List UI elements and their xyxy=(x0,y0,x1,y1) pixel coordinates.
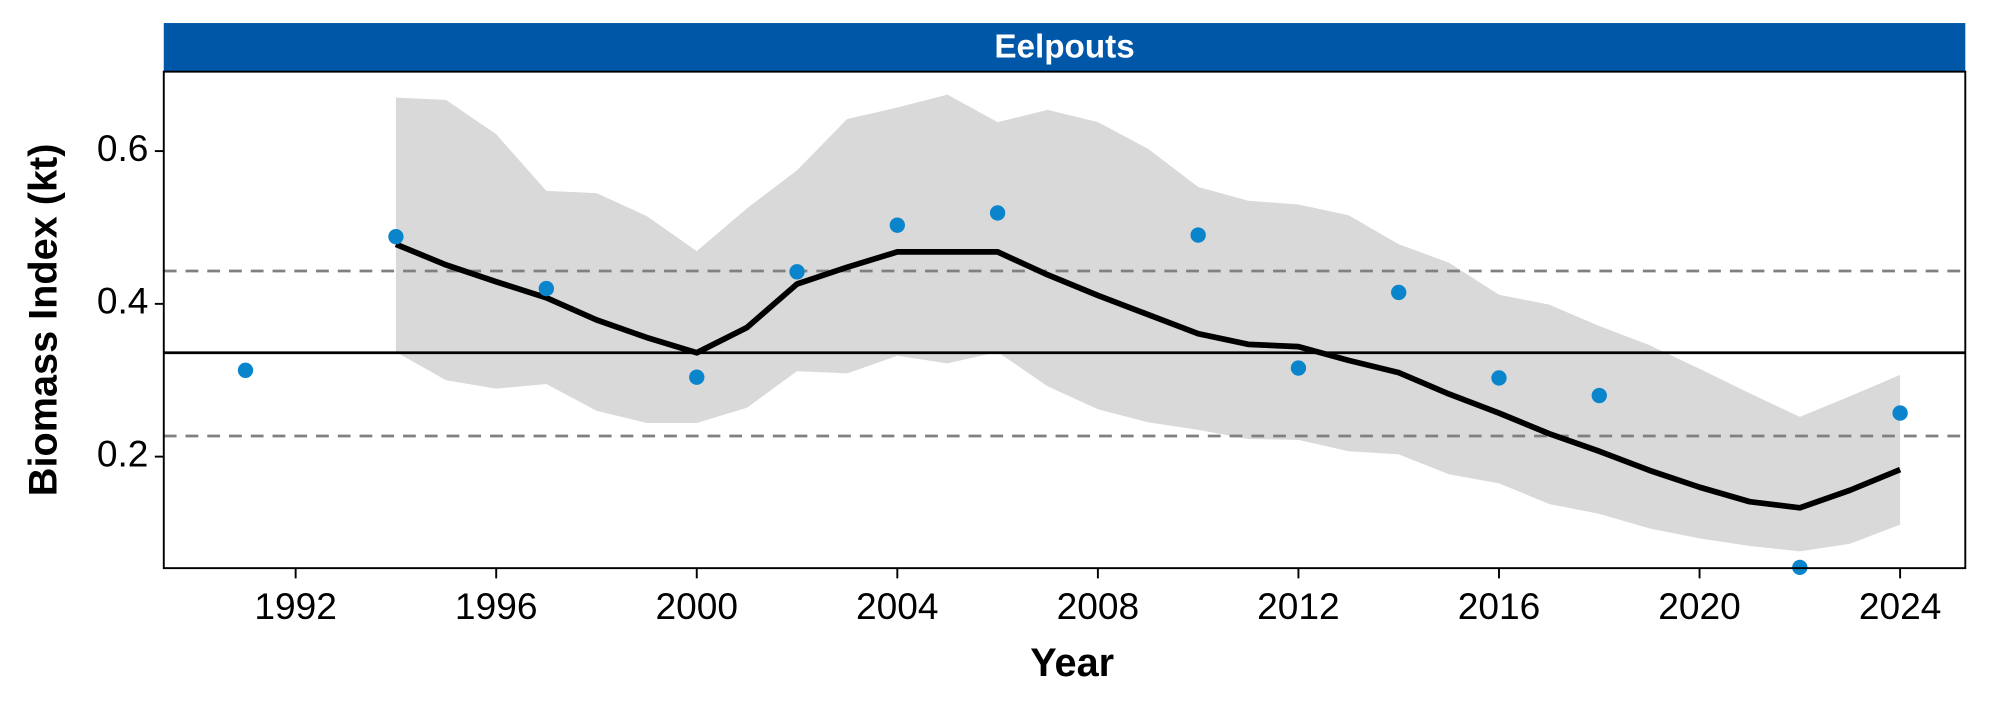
x-tick-label: 2004 xyxy=(856,585,939,627)
data-point xyxy=(1892,405,1908,421)
x-tick-label: 2008 xyxy=(1057,585,1140,627)
data-point xyxy=(1591,387,1607,404)
data-point xyxy=(789,264,805,280)
x-tick-label: 2000 xyxy=(655,585,738,627)
data-point xyxy=(689,369,705,385)
x-tick-label: 2012 xyxy=(1257,585,1340,627)
x-tick-label: 1992 xyxy=(254,585,337,627)
confidence-band xyxy=(395,94,1901,552)
data-point xyxy=(1491,370,1507,386)
x-tick-label: 2024 xyxy=(1859,585,1942,627)
data-point xyxy=(1190,227,1206,243)
data-point xyxy=(1391,284,1407,301)
y-axis-title: Biomass Index (kt) xyxy=(22,144,66,497)
y-tick-label: 0.6 xyxy=(97,127,149,169)
trend-line xyxy=(394,241,1902,511)
data-point xyxy=(388,228,404,245)
data-point xyxy=(538,280,555,297)
x-tick-label: 2016 xyxy=(1458,585,1541,627)
y-tick-label: 0.2 xyxy=(97,432,149,474)
x-axis-title: Year xyxy=(1030,641,1114,685)
x-tick-label: 2020 xyxy=(1658,585,1741,627)
data-point xyxy=(989,205,1006,221)
data-point xyxy=(889,217,905,233)
strip xyxy=(163,23,1966,72)
chart-title: Eelpouts xyxy=(994,28,1134,65)
x-tick-label: 1996 xyxy=(455,585,538,627)
data-point xyxy=(1290,360,1307,376)
data-point xyxy=(237,362,254,378)
y-tick-label: 0.4 xyxy=(97,280,149,322)
plot-frame xyxy=(162,70,1967,570)
